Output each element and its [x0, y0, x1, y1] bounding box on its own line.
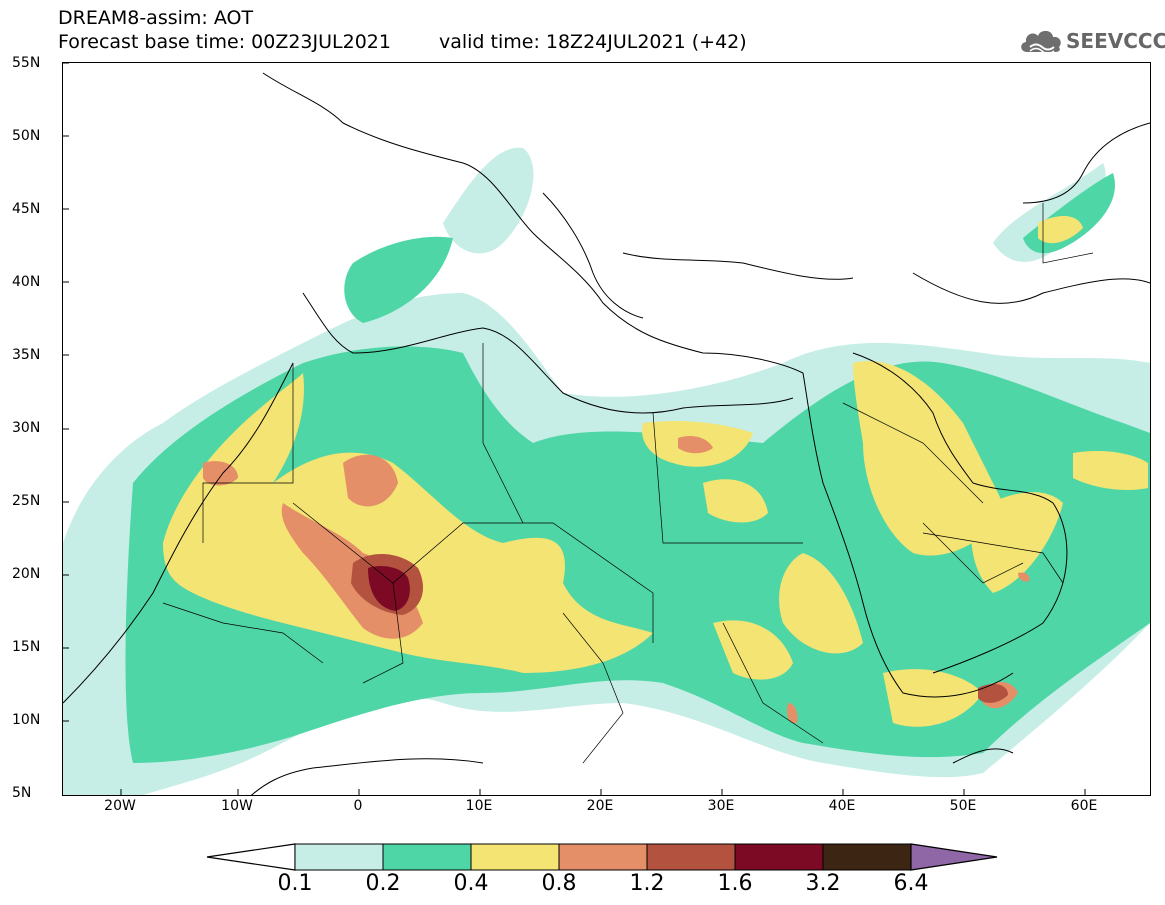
- lat-label-5n: 5N: [12, 785, 32, 801]
- cloud-icon: [1021, 30, 1061, 55]
- colorbar-swatch-6: [734, 843, 824, 871]
- colorbar-label: 6.4: [893, 871, 929, 896]
- lat-label-35n: 35N: [12, 347, 41, 363]
- country-borders: [162, 203, 1094, 764]
- colorbar-label: 3.2: [805, 871, 841, 896]
- colorbar-label: 1.2: [629, 871, 665, 896]
- valid-time: valid time: 18Z24JUL2021 (+42): [438, 31, 747, 53]
- forecast-base-time: Forecast base time: 00Z23JUL2021: [58, 31, 391, 53]
- lat-label-25n: 25N: [12, 493, 41, 509]
- colorbar-swatch-2: [382, 843, 472, 871]
- lon-label-30e: 30E: [707, 798, 735, 814]
- map-subtitle: Forecast base time: 00Z23JUL2021 valid ti…: [58, 31, 747, 53]
- lon-label-10e: 10E: [465, 798, 493, 814]
- colorbar-label: 0.2: [365, 871, 401, 896]
- aot-map: [63, 63, 1150, 795]
- lat-label-45n: 45N: [12, 201, 41, 217]
- colorbar-swatch-5: [646, 843, 736, 871]
- colorbar: [206, 843, 998, 871]
- map-area: [62, 62, 1151, 796]
- lon-label-50e: 50E: [949, 798, 977, 814]
- axis-ticks: [63, 63, 1086, 795]
- coastlines: [63, 72, 1150, 795]
- map-title: DREAM8-assim: AOT: [58, 7, 254, 29]
- lon-label-20e: 20E: [586, 798, 614, 814]
- lat-label-55n: 55N: [12, 55, 41, 71]
- lon-label-0: 0: [353, 798, 363, 814]
- lon-label-60e: 60E: [1070, 798, 1098, 814]
- lat-label-15n: 15N: [12, 639, 41, 655]
- lon-label-10w: 10W: [221, 798, 253, 814]
- colorbar-label: 0.8: [541, 871, 577, 896]
- seevccc-logo: SEEVCCC: [1018, 22, 1165, 58]
- colorbar-swatch-3: [470, 843, 560, 871]
- lat-label-40n: 40N: [12, 274, 41, 290]
- colorbar-label: 1.6: [717, 871, 753, 896]
- lat-label-50n: 50N: [12, 128, 41, 144]
- colorbar-swatch-1: [294, 843, 384, 871]
- colorbar-under-arrow: [206, 843, 296, 871]
- colorbar-over-arrow: [910, 843, 998, 871]
- lat-label-10n: 10N: [12, 712, 41, 728]
- colorbar-swatch-4: [558, 843, 648, 871]
- lon-label-40e: 40E: [828, 798, 856, 814]
- colorbar-swatch-7: [822, 843, 912, 871]
- lat-label-20n: 20N: [12, 566, 41, 582]
- logo-text: SEEVCCC: [1066, 29, 1165, 53]
- colorbar-label: 0.1: [277, 871, 313, 896]
- lon-label-20w: 20W: [104, 798, 136, 814]
- colorbar-label: 0.4: [453, 871, 489, 896]
- lat-label-30n: 30N: [12, 420, 41, 436]
